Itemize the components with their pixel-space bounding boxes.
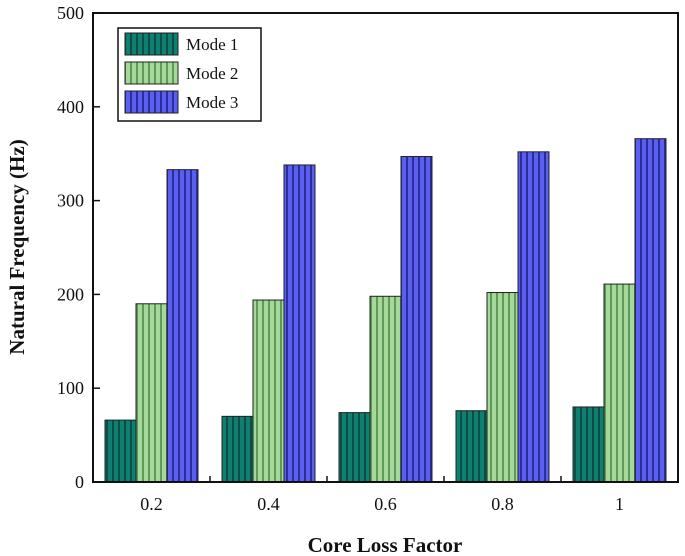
bar-mode-3-1 [634, 138, 667, 483]
legend-label-mode-2: Mode 2 [186, 64, 238, 83]
bar-mode-3-0_2 [166, 169, 199, 483]
legend-label-mode-3: Mode 3 [186, 93, 238, 112]
x-axis-title: Core Loss Factor [308, 533, 463, 556]
y-tick-label: 500 [57, 3, 84, 23]
x-tick-label: 1 [615, 494, 624, 514]
y-tick-label: 200 [57, 284, 84, 304]
bar-mode-3-0_4 [283, 164, 316, 483]
bar-mode-1-0_6 [338, 412, 371, 483]
y-tick-label: 0 [75, 472, 84, 492]
bar-mode-3-0_8 [517, 151, 550, 483]
bar-mode-3-0_6 [400, 156, 433, 483]
bar-mode-2-0_2 [135, 303, 168, 483]
bar-mode-2-1 [603, 283, 636, 483]
y-tick-label: 300 [57, 191, 84, 211]
bar-mode-2-0_8 [486, 292, 519, 483]
bar-mode-1-0_8 [455, 410, 488, 483]
bar-mode-2-0_4 [252, 299, 285, 483]
y-axis: 0 100 200 300 400 500 [57, 3, 100, 492]
y-axis-title: Natural Frequency (Hz) [5, 139, 29, 354]
x-tick-label: 0.6 [374, 494, 397, 514]
bar-mode-1-0_2 [104, 419, 137, 483]
bar-mode-1-1 [572, 406, 605, 483]
legend-label-mode-1: Mode 1 [186, 35, 238, 54]
x-tick-label: 0.4 [257, 494, 280, 514]
x-tick-label: 0.8 [491, 494, 514, 514]
bar-mode-1-0_4 [221, 415, 254, 483]
legend: Mode 1 Mode 2 Mode 3 [117, 27, 262, 122]
y-tick-label: 100 [57, 378, 84, 398]
bar-mode-2-0_6 [369, 295, 402, 483]
x-axis: 0.2 0.4 0.6 0.8 1 [140, 476, 624, 514]
bars-group [104, 138, 667, 483]
legend-swatch-mode-1 [124, 32, 179, 56]
legend-swatch-mode-3 [124, 90, 179, 114]
y-tick-label: 400 [57, 97, 84, 117]
x-tick-label: 0.2 [140, 494, 163, 514]
legend-swatch-mode-2 [124, 61, 179, 85]
plot-frame [92, 12, 679, 483]
